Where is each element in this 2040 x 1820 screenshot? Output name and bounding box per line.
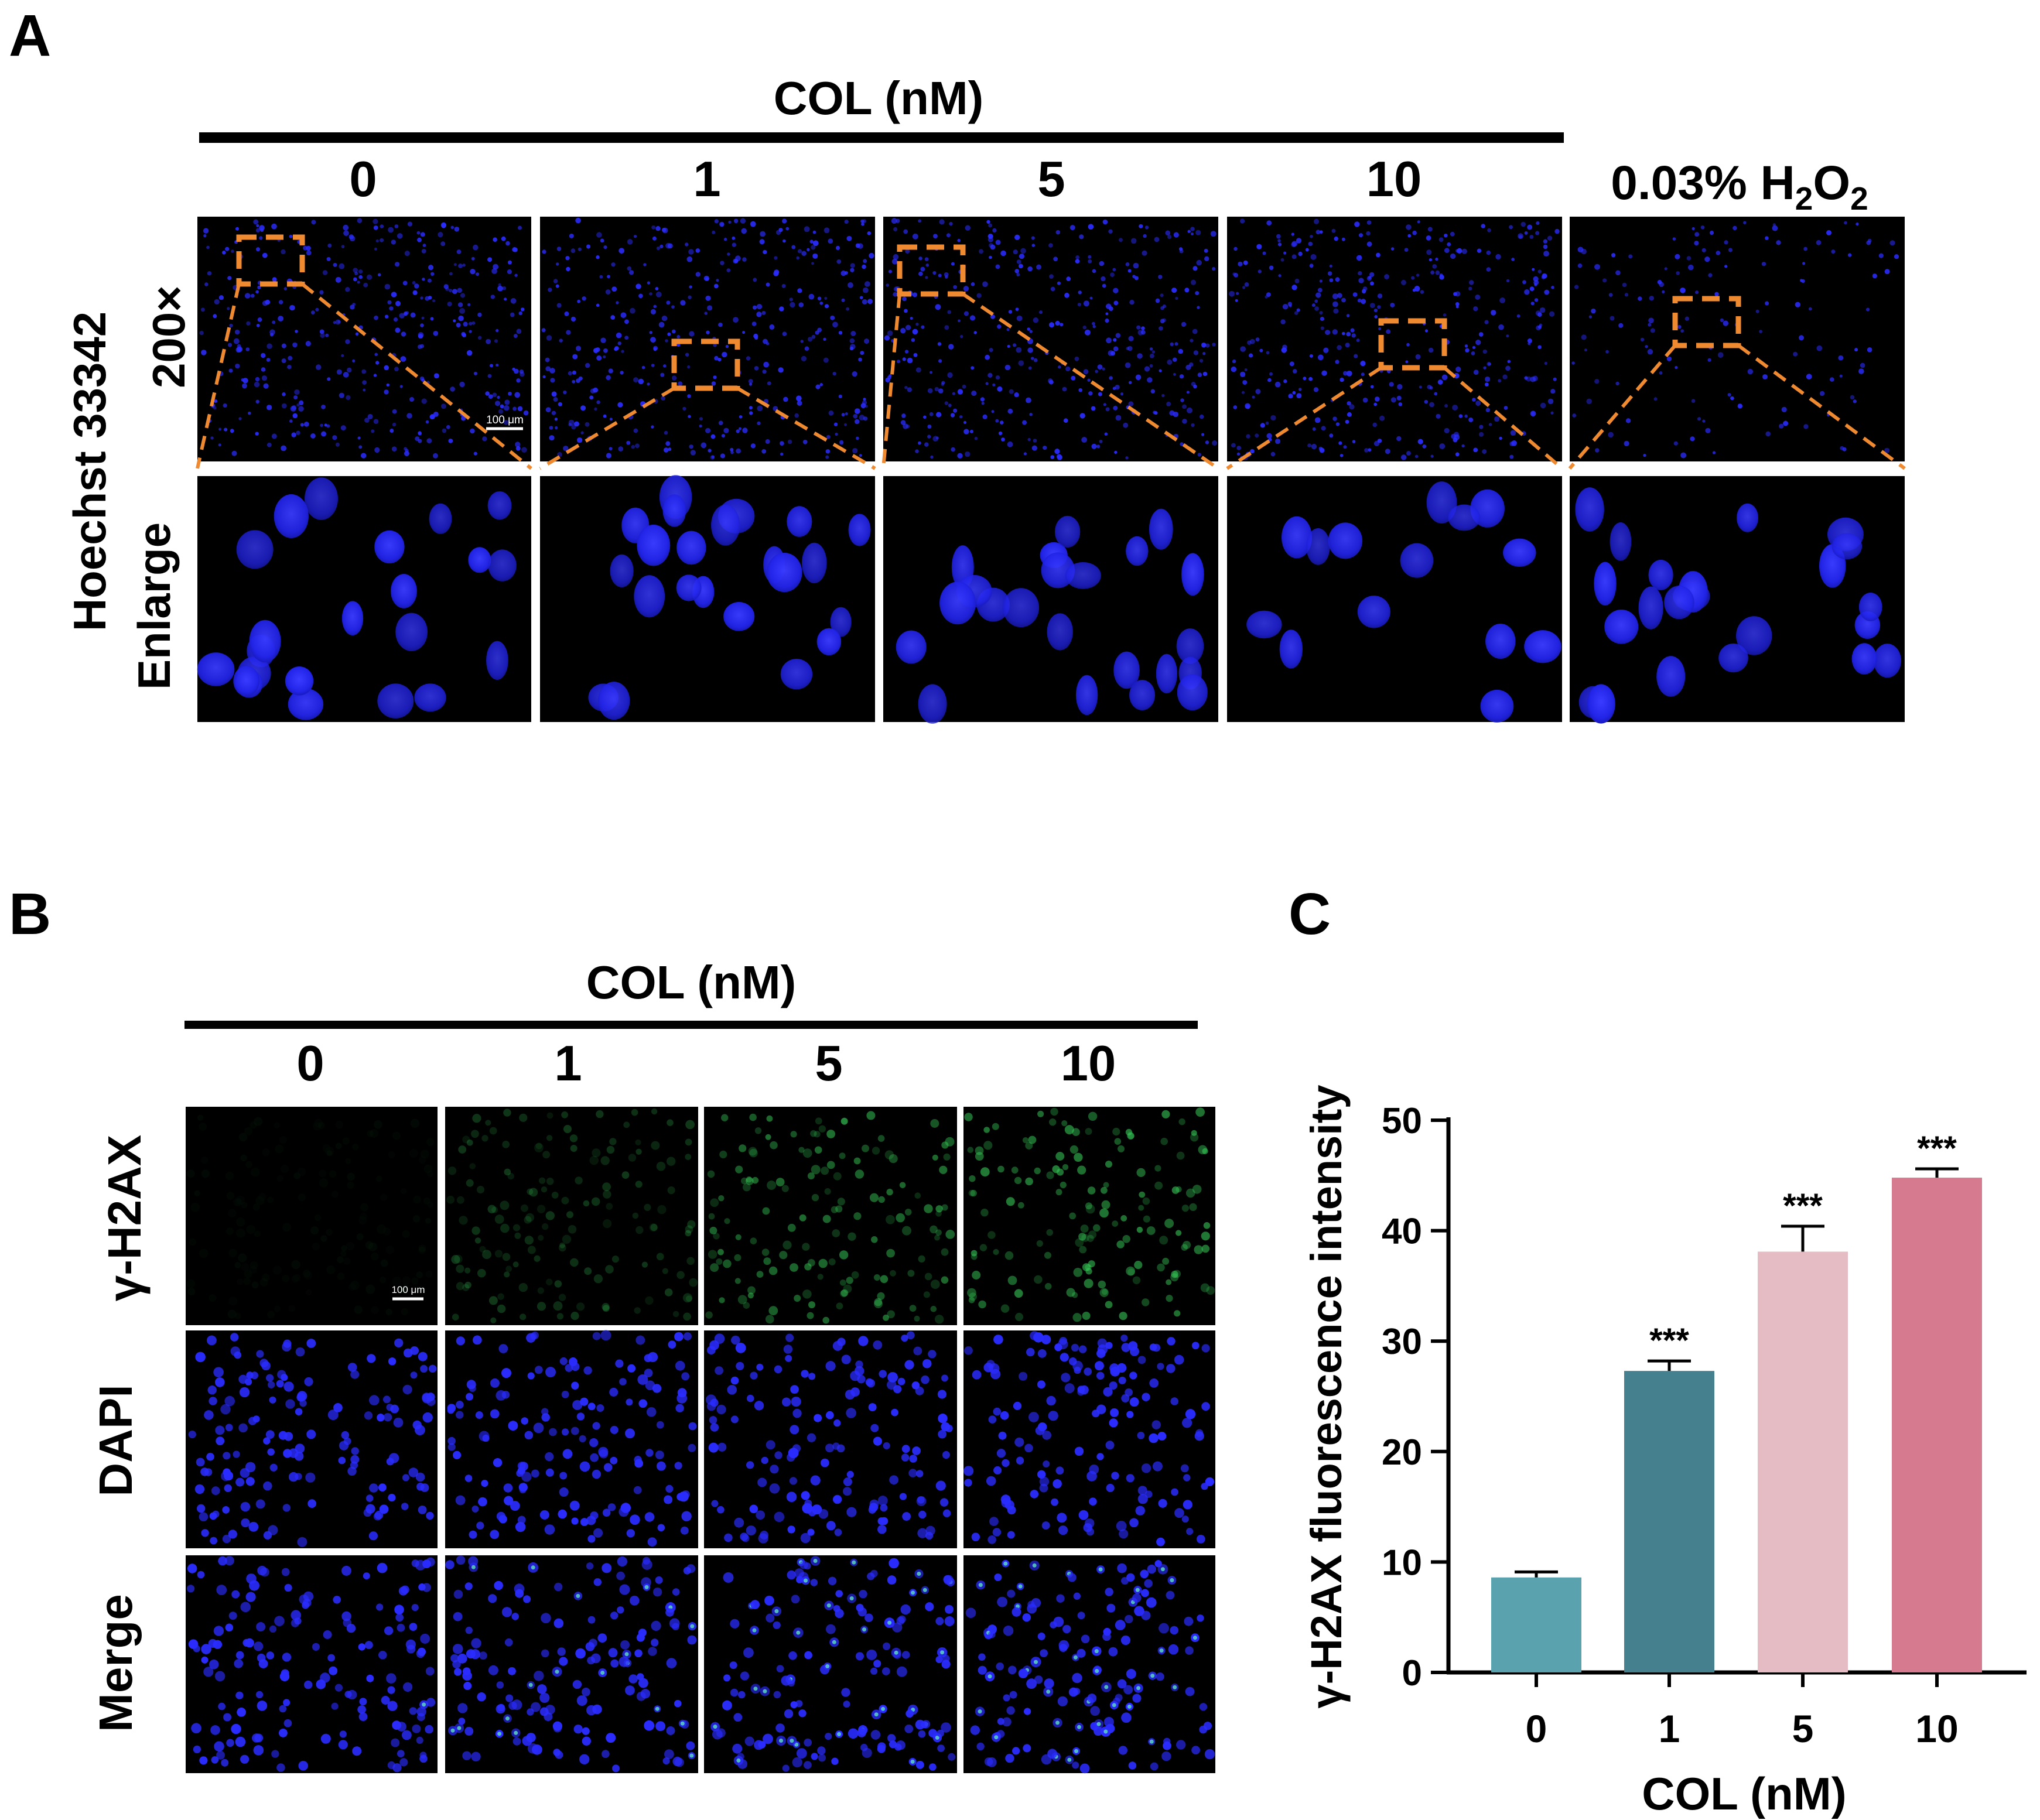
panel-a-zoom-box bbox=[1226, 318, 1563, 470]
panel-b-image bbox=[704, 1107, 957, 1325]
panel-a-row-label-hoechst: Hoechst 33342 bbox=[64, 312, 115, 631]
x-tick-label: 5 bbox=[1792, 1707, 1814, 1750]
y-tick-label: 30 bbox=[1382, 1322, 1422, 1362]
panel-a-col-1: 1 bbox=[693, 152, 720, 207]
significance-label: *** bbox=[1917, 1130, 1957, 1168]
significance-label: *** bbox=[1783, 1187, 1823, 1225]
panel-b-scale-bar-label: 100 μm bbox=[391, 1284, 425, 1295]
panel-b-row-label-gh2ax: γ-H2AX bbox=[98, 1135, 151, 1302]
y-axis-title: γ-H2AX fluorescence intensity bbox=[1302, 1085, 1351, 1708]
panel-b-col-0: 0 bbox=[296, 1036, 324, 1092]
panel-b-col-5: 5 bbox=[815, 1036, 842, 1092]
panel-a-zoom-overlays bbox=[196, 234, 1906, 470]
panel-a-image-200x bbox=[197, 217, 531, 461]
bar bbox=[1758, 1251, 1848, 1672]
y-tick-label: 0 bbox=[1402, 1653, 1422, 1694]
panel-a-zoom-box bbox=[196, 234, 532, 470]
panel-a-scale-bar-label: 100 μm bbox=[486, 414, 524, 426]
panel-a-image-200x bbox=[1570, 217, 1905, 461]
panel-b-image bbox=[186, 1107, 438, 1325]
panel-a-scale-bar: 100 μm bbox=[486, 414, 524, 430]
panel-b-image bbox=[186, 1555, 438, 1773]
panel-a-image-200x bbox=[1227, 217, 1562, 461]
x-axis-title: COL (nM) bbox=[1642, 1768, 1846, 1819]
panel-a-images bbox=[197, 217, 1905, 724]
panel-a-image-enlarge bbox=[540, 475, 875, 722]
panel-a-zoom-box bbox=[1568, 296, 1906, 470]
panel-a-col-0: 0 bbox=[349, 152, 377, 207]
panel-b-col-10: 10 bbox=[1061, 1036, 1116, 1092]
panel-b-image bbox=[445, 1107, 698, 1325]
panel-a-image-200x bbox=[883, 217, 1218, 461]
panel-c-letter: C bbox=[1289, 881, 1331, 947]
panel-b-image bbox=[963, 1107, 1215, 1325]
panel-a-image-enlarge bbox=[1227, 476, 1562, 723]
panel-b-image bbox=[186, 1330, 438, 1548]
panel-a-image-enlarge bbox=[197, 476, 531, 722]
panel-a-group-label: COL (nM) bbox=[774, 72, 983, 124]
panel-b-image bbox=[445, 1330, 698, 1548]
panel-a-image-enlarge bbox=[1570, 476, 1905, 724]
panel-b-image bbox=[704, 1330, 957, 1548]
panel-a-col-10: 10 bbox=[1366, 152, 1422, 207]
panel-b-image bbox=[445, 1555, 698, 1773]
x-tick-label: 1 bbox=[1659, 1707, 1680, 1750]
panel-a-h2o2-label: 0.03% H2O2 bbox=[1611, 156, 1868, 217]
panel-b-row-label-merge: Merge bbox=[90, 1594, 142, 1732]
panel-a-zoom-box bbox=[881, 244, 1219, 470]
panel-b-col-1: 1 bbox=[554, 1036, 582, 1092]
y-tick-label: 10 bbox=[1382, 1542, 1422, 1583]
panel-a-row-label-200x: 200× bbox=[143, 285, 194, 388]
bar bbox=[1892, 1178, 1982, 1672]
panel-b-scale-bar: 100 μm bbox=[391, 1284, 425, 1301]
bar bbox=[1624, 1371, 1714, 1672]
x-tick-label: 0 bbox=[1526, 1707, 1547, 1750]
x-tick-label: 10 bbox=[1915, 1707, 1958, 1750]
significance-label: *** bbox=[1649, 1322, 1689, 1360]
panel-b-image bbox=[963, 1555, 1215, 1774]
panel-a-row-label-enlarge: Enlarge bbox=[128, 522, 180, 690]
panel-a-zoom-box bbox=[539, 338, 876, 470]
panel-a-letter: A bbox=[9, 3, 51, 69]
panel-a-col-5: 5 bbox=[1037, 152, 1065, 207]
panel-b-row-label-dapi: DAPI bbox=[90, 1384, 142, 1496]
panel-a-image-enlarge bbox=[883, 476, 1218, 724]
panel-b-image bbox=[963, 1330, 1215, 1548]
y-tick-label: 20 bbox=[1382, 1432, 1422, 1473]
y-tick-label: 50 bbox=[1382, 1101, 1422, 1141]
y-tick-label: 40 bbox=[1382, 1212, 1422, 1252]
panel-c-chart: 0 10 20 30 40 50 0 1 *** 5 *** 10 *** COL (nM) γ-H2AX … bbox=[1302, 1085, 2027, 1819]
panel-b-group-label: COL (nM) bbox=[586, 956, 796, 1008]
bar bbox=[1491, 1577, 1581, 1672]
panel-b-letter: B bbox=[9, 881, 51, 947]
panel-b-image bbox=[704, 1555, 957, 1773]
panel-b-images bbox=[186, 1107, 1215, 1774]
